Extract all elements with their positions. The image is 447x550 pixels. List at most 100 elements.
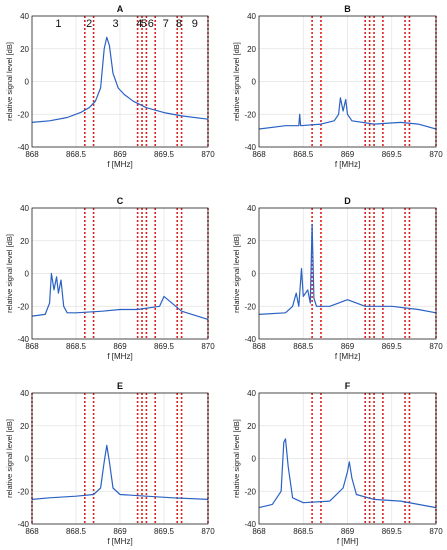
y-tick-label: 20: [247, 422, 256, 431]
y-tick-label: -20: [17, 302, 29, 311]
x-tick-label: 868.5: [66, 150, 87, 159]
x-tick-label: 868.5: [293, 342, 314, 351]
band-number-label: 2: [86, 18, 92, 30]
panel-e: E 868 868.5 869 869.5 870 -40 -20 0 20 40 f [MHz] re…: [5, 381, 215, 546]
y-tick-label: -40: [17, 520, 29, 529]
y-tick-label: 0: [25, 270, 30, 279]
panel-title: B: [344, 4, 351, 14]
axes-frame: [31, 207, 209, 340]
y-tick-label: 20: [247, 45, 256, 54]
band-number-label: 3: [113, 18, 119, 30]
y-tick-label: 20: [20, 45, 29, 54]
x-tick-label: 870: [429, 527, 443, 536]
x-tick-label: 869.5: [382, 527, 403, 536]
signal-trace: [258, 223, 437, 315]
band-number-label: 6: [148, 18, 154, 30]
axes-frame: [31, 15, 209, 148]
axes-frame: [31, 392, 209, 525]
x-axis-label: f [MHz]: [107, 537, 132, 546]
y-tick-label: -20: [244, 110, 256, 119]
axes-frame: [258, 392, 437, 525]
band-number-label: 9: [192, 18, 198, 30]
y-tick-label: 40: [247, 204, 256, 213]
signal-trace: [258, 438, 437, 509]
y-axis-label: relative signal level [dB]: [232, 234, 241, 313]
x-tick-label: 869: [341, 342, 355, 351]
panel-title: E: [117, 381, 123, 391]
x-tick-label: 870: [201, 342, 215, 351]
band-number-label: 8: [176, 18, 182, 30]
x-tick-label: 869.5: [154, 342, 175, 351]
axes-frame: [258, 15, 437, 148]
x-tick-label: 868.5: [66, 342, 87, 351]
y-axis-label: relative signal level [dB]: [232, 42, 241, 121]
band-number-label: 4: [136, 18, 142, 30]
x-tick-label: 868: [25, 527, 39, 536]
y-tick-label: -20: [17, 487, 29, 496]
x-tick-label: 869: [113, 150, 127, 159]
panel-title: D: [344, 196, 351, 206]
x-tick-label: 868: [25, 150, 39, 159]
y-tick-label: 20: [20, 422, 29, 431]
x-tick-label: 868: [252, 150, 266, 159]
y-tick-label: -40: [17, 143, 29, 152]
x-axis-label: f [MHz]: [107, 160, 132, 169]
x-tick-label: 869: [341, 527, 355, 536]
x-tick-label: 868: [252, 342, 266, 351]
y-tick-label: -20: [244, 302, 256, 311]
x-tick-label: 869: [113, 342, 127, 351]
panel-c: C 868 868.5 869 869.5 870 -40 -20 0 20 40 f [MHz] re…: [5, 196, 215, 361]
x-tick-label: 869.5: [382, 342, 403, 351]
y-axis-label: relative signal level [dB]: [5, 42, 14, 121]
y-tick-label: 0: [25, 78, 30, 87]
x-tick-label: 868: [252, 527, 266, 536]
y-tick-label: 40: [247, 389, 256, 398]
y-tick-label: -40: [244, 335, 256, 344]
y-tick-label: 0: [25, 455, 30, 464]
panel-title: A: [117, 4, 124, 14]
y-tick-label: -40: [244, 520, 256, 529]
axes-frame: [258, 207, 437, 340]
panel-title: C: [117, 196, 124, 206]
y-tick-label: 0: [252, 270, 257, 279]
y-axis-label: relative signal level [dB]: [232, 419, 241, 498]
band-number-label: 1: [55, 18, 61, 30]
y-tick-label: 40: [247, 12, 256, 21]
x-tick-label: 869.5: [154, 527, 175, 536]
y-axis-label: relative signal level [dB]: [5, 234, 14, 313]
x-tick-label: 868.5: [66, 527, 87, 536]
x-axis-label: f [MHz]: [335, 160, 360, 169]
x-tick-label: 870: [429, 150, 443, 159]
band-number-label: 5: [141, 18, 147, 30]
y-axis-label: relative signal level [dB]: [5, 419, 14, 498]
x-tick-label: 869: [341, 150, 355, 159]
y-tick-label: 0: [252, 455, 257, 464]
y-tick-label: -20: [17, 110, 29, 119]
panel-d: D 868 868.5 869 869.5 870 -40 -20 0 20 40 f [MHz] re…: [232, 196, 443, 361]
x-tick-label: 868.5: [293, 150, 314, 159]
y-tick-label: -40: [17, 335, 29, 344]
signal-trace: [31, 36, 209, 123]
x-tick-label: 870: [429, 342, 443, 351]
y-tick-label: 40: [20, 389, 29, 398]
panel-b: B 868 868.5 869 869.5 870 -40 -20 0 20 40 f [MHz] re…: [232, 4, 443, 169]
x-tick-label: 869.5: [154, 150, 175, 159]
band-number-label: 7: [163, 18, 169, 30]
x-axis-label: f [MH]: [337, 537, 358, 546]
x-tick-label: 868: [25, 342, 39, 351]
x-tick-label: 870: [201, 527, 215, 536]
signal-trace: [31, 272, 209, 320]
y-tick-label: -40: [244, 143, 256, 152]
signal-trace: [258, 97, 437, 130]
x-axis-label: f [MHz]: [107, 352, 132, 361]
y-tick-label: 0: [252, 78, 257, 87]
x-tick-label: 869: [113, 527, 127, 536]
panel-title: F: [345, 381, 351, 391]
y-tick-label: 40: [20, 204, 29, 213]
x-tick-label: 869.5: [382, 150, 403, 159]
panel-f: F 868 868.5 869 869.5 870 -40 -20 0 20 40 f [MH] rel…: [232, 381, 443, 546]
y-tick-label: 20: [20, 237, 29, 246]
y-tick-label: 40: [20, 12, 29, 21]
